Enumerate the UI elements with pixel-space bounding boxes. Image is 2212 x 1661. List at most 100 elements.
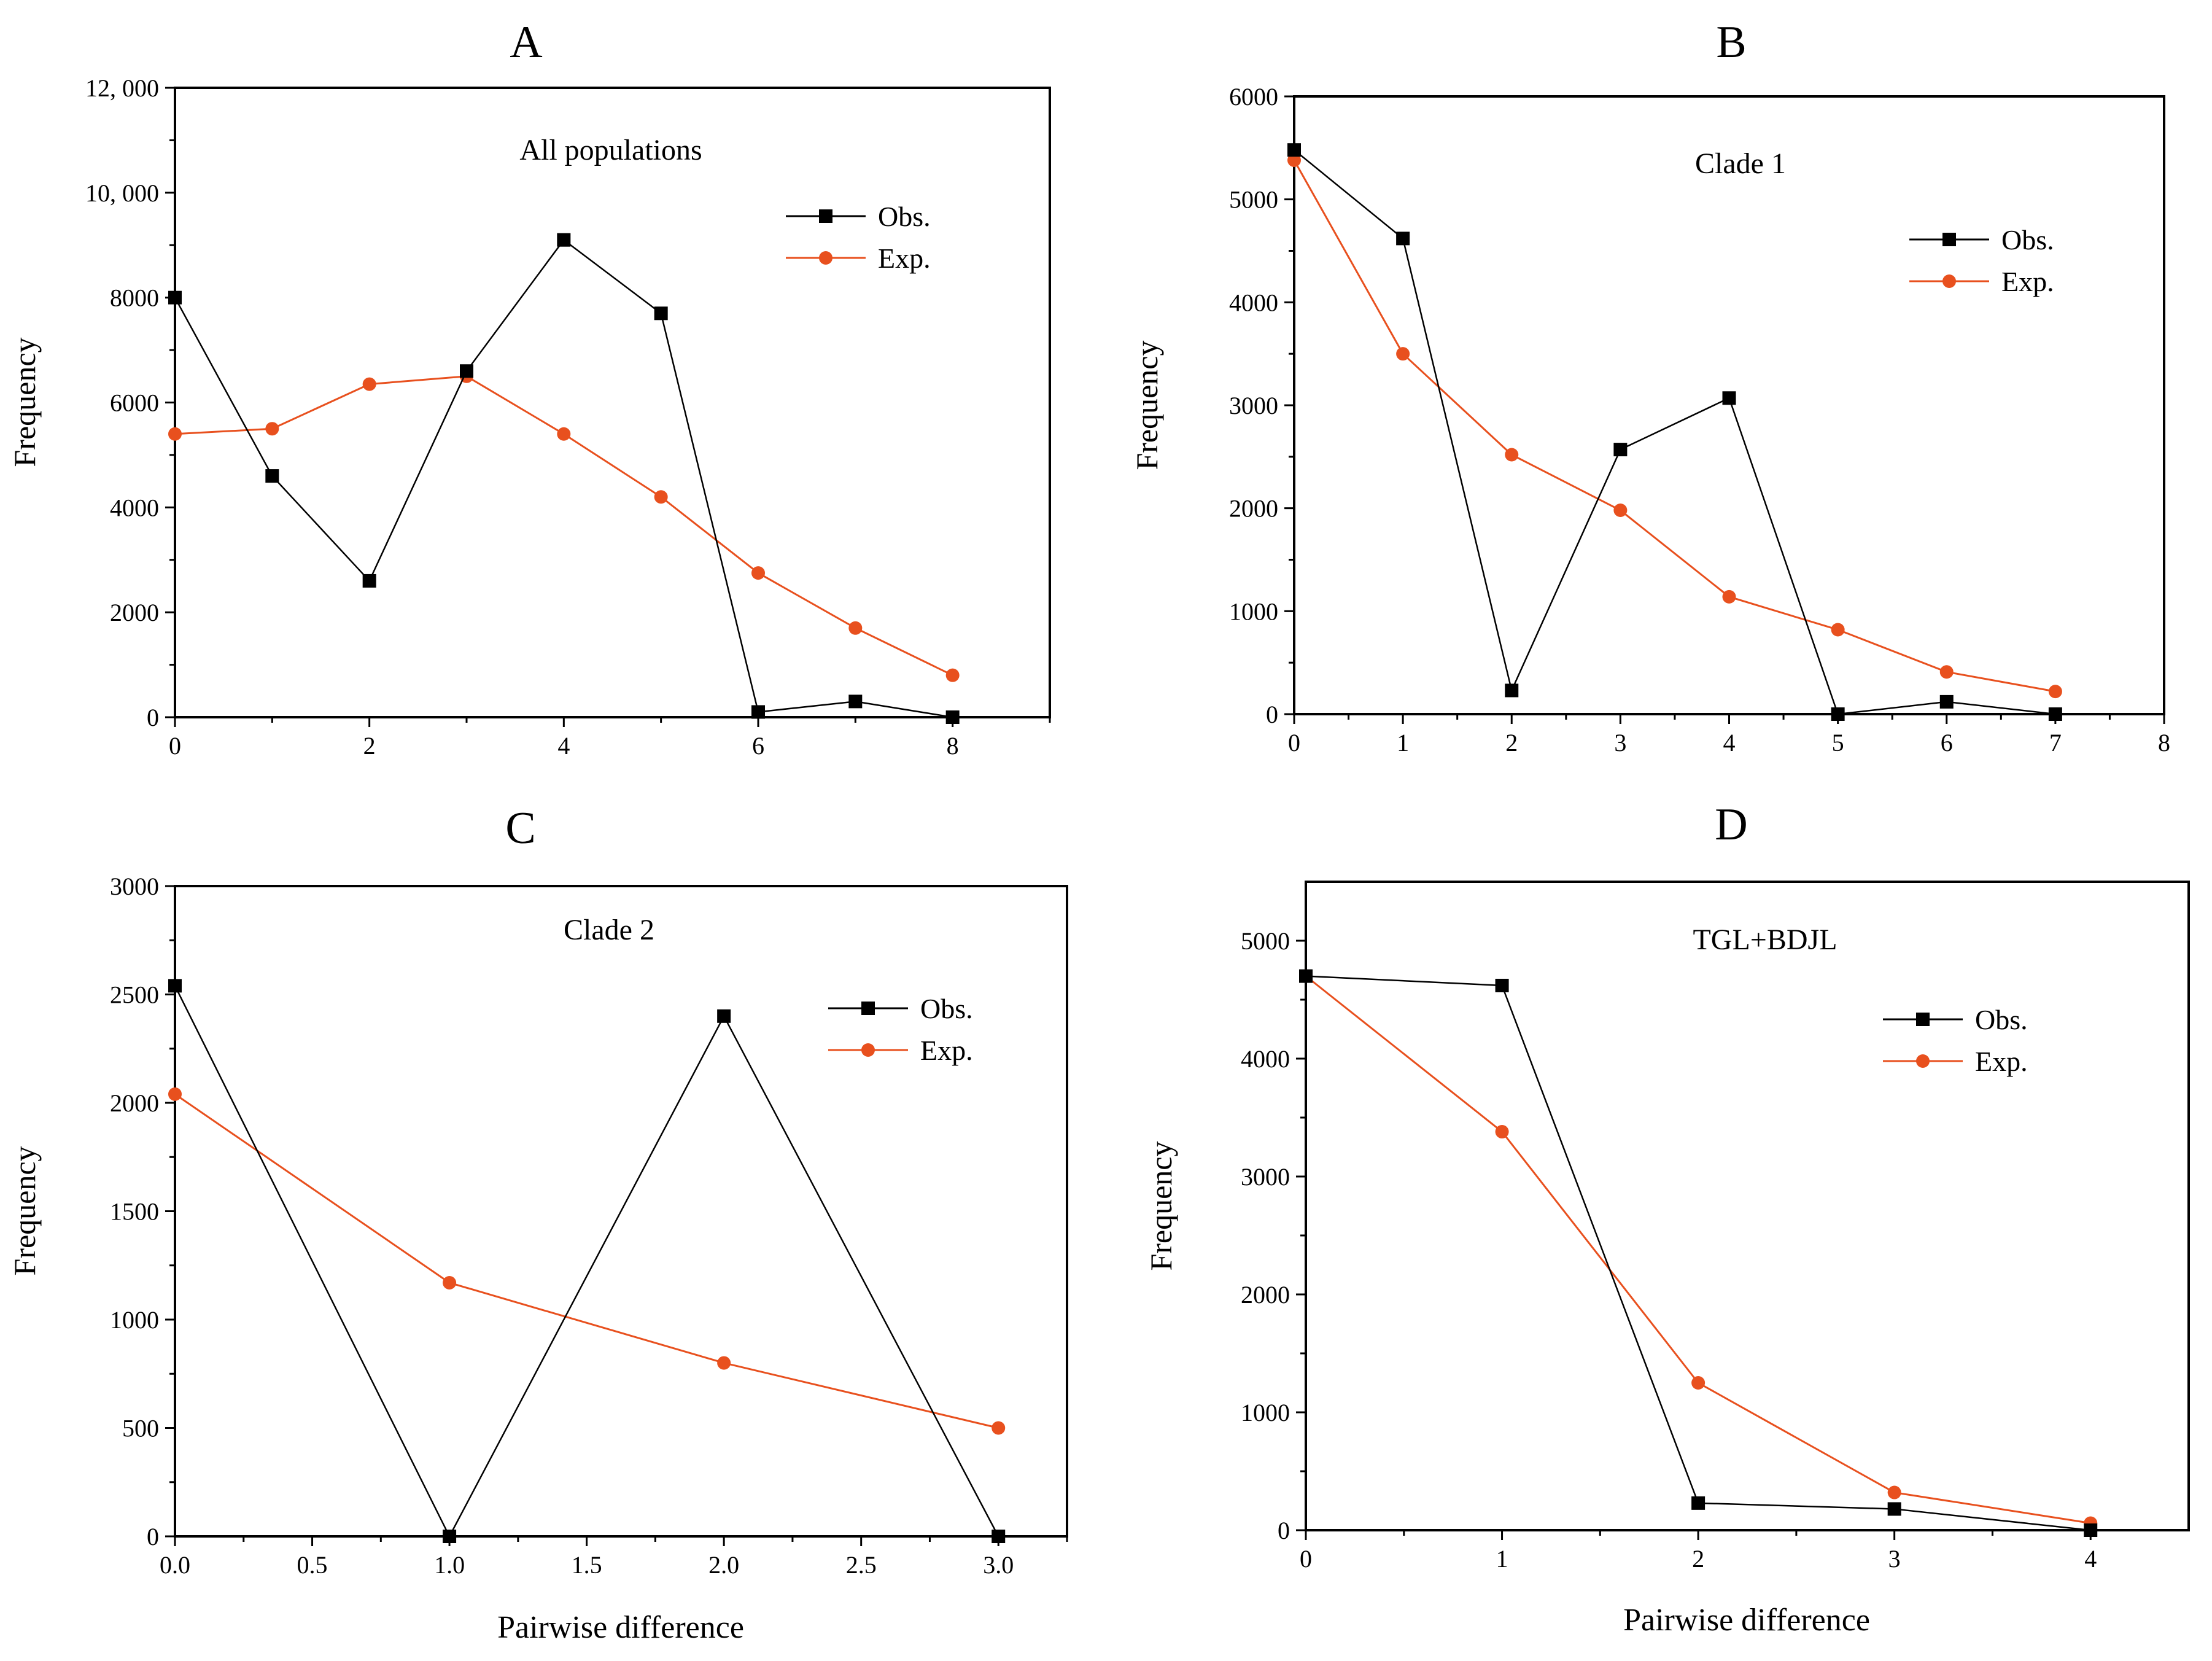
x-tick-label: 2.5	[846, 1551, 877, 1579]
data-point-exp	[1505, 448, 1519, 462]
x-tick-label: 0.5	[297, 1551, 328, 1579]
data-point-obs	[1495, 978, 1509, 992]
panel-letter: D	[1715, 799, 1747, 850]
legend: Obs. Exp.	[1883, 1004, 2028, 1077]
x-tick-label: 4	[557, 732, 570, 760]
legend-marker-obs	[861, 1002, 875, 1015]
legend: Obs. Exp.	[786, 201, 931, 274]
data-point-exp	[1939, 665, 1954, 679]
data-point-obs	[1613, 443, 1628, 457]
x-axis-label: Pairwise difference	[497, 1610, 744, 1645]
x-tick-label: 2.0	[708, 1551, 739, 1579]
x-tick-label: 0	[1300, 1545, 1312, 1573]
data-point-exp	[1887, 1485, 1901, 1500]
y-axis-label: Frequency	[1130, 340, 1164, 470]
series-line-obs	[1305, 975, 2091, 1531]
data-point-obs	[443, 1530, 457, 1543]
data-point-exp	[992, 1421, 1006, 1435]
data-point-exp	[443, 1275, 457, 1290]
data-point-obs	[717, 1009, 731, 1023]
y-tick-label: 0	[1278, 1517, 1290, 1544]
panel-a: A 0 2 4 6 8 0 2000 4000 6000 8000 10, 000 12, 000 Fre…	[7, 17, 1051, 760]
panel-c: C 0.0 0.5 1.0 1.5 2.0 2.5 3.0 0 500 1000 1500 2000 25…	[7, 803, 1068, 1645]
y-tick-label: 8000	[110, 284, 159, 312]
data-point-obs	[2048, 707, 2062, 721]
y-axis-label: Frequency	[7, 337, 42, 467]
legend-marker-exp	[1916, 1054, 1930, 1068]
data-point-obs	[992, 1530, 1006, 1543]
data-point-exp	[1495, 1125, 1509, 1139]
y-tick-label: 5000	[1229, 186, 1278, 214]
legend-label-obs: Obs.	[1975, 1004, 2028, 1035]
x-tick-label: 4	[1723, 729, 1736, 757]
data-point-exp	[265, 422, 279, 436]
panel-letter: C	[505, 803, 535, 854]
data-point-exp	[751, 566, 765, 580]
y-tick-label: 2500	[110, 981, 159, 1009]
x-tick-label: 0.0	[160, 1551, 190, 1579]
legend: Obs. Exp.	[1909, 224, 2054, 297]
chart-title: TGL+BDJL	[1693, 924, 1837, 956]
x-tick-label: 6	[752, 732, 764, 760]
data-point-obs	[1505, 683, 1519, 698]
legend-label-obs: Obs.	[878, 201, 931, 232]
legend-marker-exp	[1942, 274, 1956, 288]
y-tick-label: 3000	[110, 873, 159, 900]
data-point-obs	[1299, 969, 1313, 983]
data-point-exp	[168, 427, 182, 441]
x-tick-label: 3	[1888, 1545, 1901, 1573]
data-point-obs	[751, 705, 765, 719]
data-point-obs	[168, 290, 182, 305]
legend-marker-obs	[1916, 1013, 1930, 1026]
legend-marker-obs	[819, 209, 832, 223]
legend-label-exp: Exp.	[878, 243, 931, 274]
y-tick-label: 3000	[1229, 392, 1278, 419]
data-point-obs	[1887, 1502, 1901, 1516]
y-tick-label: 4000	[1229, 289, 1278, 316]
data-point-obs	[2084, 1523, 2098, 1537]
data-point-exp	[557, 427, 571, 441]
panel-letter: A	[510, 17, 542, 68]
x-axis-label: Pairwise difference	[1623, 1603, 1870, 1638]
series-line-obs	[174, 238, 953, 718]
chart-title: Clade 1	[1695, 147, 1786, 180]
y-tick-label: 6000	[110, 389, 159, 417]
data-point-exp	[717, 1356, 731, 1370]
y-tick-label: 500	[122, 1415, 159, 1442]
x-tick-label: 1.5	[572, 1551, 602, 1579]
data-point-obs	[460, 364, 473, 378]
series-line-obs	[174, 985, 999, 1538]
legend-label-obs: Obs.	[920, 993, 973, 1024]
y-tick-label: 4000	[110, 494, 159, 521]
y-tick-label: 0	[147, 704, 159, 731]
data-point-obs	[1939, 694, 1954, 709]
legend-label-obs: Obs.	[2001, 224, 2054, 255]
data-point-obs	[557, 233, 571, 247]
x-tick-label: 2	[1505, 729, 1518, 757]
panel-b: B 0 1 2 3 4 5 6 7 8 0 1000 2000 3000 4000 5000 6000 Frequ…	[1130, 17, 2170, 757]
x-tick-label: 7	[2049, 729, 2062, 757]
y-tick-label: 2000	[110, 1089, 159, 1117]
data-point-exp	[848, 621, 863, 635]
y-tick-label: 2000	[1241, 1281, 1290, 1309]
data-point-exp	[1691, 1376, 1706, 1390]
data-point-obs	[168, 979, 182, 993]
chart-title: All populations	[519, 134, 702, 166]
series-line-exp	[1293, 160, 2056, 693]
y-tick-label: 2000	[1229, 495, 1278, 523]
x-tick-label: 2	[1692, 1545, 1704, 1573]
data-point-exp	[945, 668, 960, 682]
legend-marker-exp	[861, 1043, 875, 1057]
y-axis-label: Frequency	[1144, 1141, 1178, 1270]
data-point-exp	[2048, 685, 2062, 699]
data-point-exp	[654, 490, 668, 504]
data-point-obs	[945, 710, 960, 724]
data-point-obs	[265, 469, 279, 483]
y-axis-label: Frequency	[7, 1146, 42, 1275]
x-tick-label: 4	[2084, 1545, 2097, 1573]
x-tick-label: 8	[947, 732, 959, 760]
data-point-exp	[362, 377, 376, 391]
data-point-obs	[1722, 391, 1736, 405]
y-tick-label: 4000	[1241, 1045, 1290, 1073]
